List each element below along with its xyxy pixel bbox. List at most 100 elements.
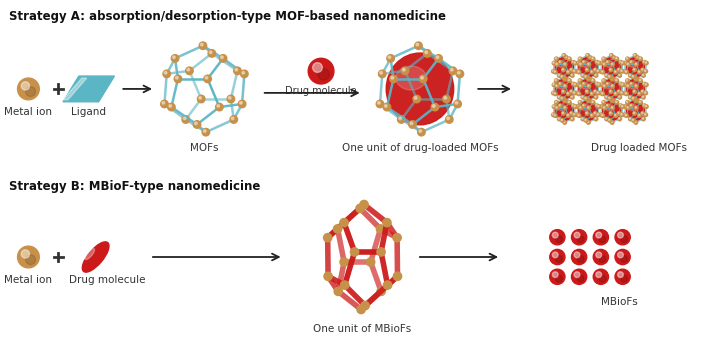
Circle shape [595, 82, 599, 86]
Circle shape [621, 236, 627, 242]
Circle shape [576, 83, 580, 87]
Circle shape [18, 246, 39, 268]
Circle shape [585, 119, 586, 120]
Circle shape [597, 92, 598, 93]
Circle shape [26, 87, 36, 97]
Circle shape [560, 119, 564, 122]
Circle shape [607, 83, 608, 84]
Circle shape [562, 54, 564, 55]
Ellipse shape [629, 61, 637, 67]
Circle shape [608, 75, 612, 79]
Circle shape [634, 76, 635, 77]
Circle shape [612, 56, 614, 57]
Circle shape [574, 62, 575, 63]
Circle shape [600, 114, 601, 115]
Circle shape [383, 103, 391, 111]
Circle shape [619, 96, 620, 97]
Circle shape [644, 105, 648, 108]
Circle shape [583, 83, 584, 84]
Circle shape [174, 75, 182, 83]
Circle shape [567, 114, 570, 117]
Circle shape [242, 71, 244, 74]
Circle shape [414, 42, 422, 49]
Circle shape [570, 96, 574, 99]
Circle shape [577, 84, 578, 85]
Circle shape [612, 56, 616, 59]
Circle shape [197, 95, 205, 103]
Ellipse shape [627, 101, 644, 120]
Circle shape [620, 91, 624, 95]
Circle shape [570, 90, 573, 94]
Circle shape [455, 102, 458, 104]
Circle shape [567, 93, 568, 94]
Circle shape [216, 103, 223, 111]
Circle shape [577, 255, 584, 262]
Circle shape [594, 69, 595, 70]
Circle shape [593, 230, 609, 245]
Circle shape [642, 90, 643, 92]
Circle shape [570, 69, 572, 70]
Circle shape [578, 57, 582, 61]
Circle shape [575, 69, 579, 73]
Circle shape [591, 115, 592, 116]
Circle shape [629, 74, 631, 75]
Circle shape [625, 115, 627, 116]
Circle shape [419, 75, 427, 83]
Circle shape [393, 234, 402, 242]
Circle shape [577, 62, 578, 63]
Circle shape [550, 250, 565, 265]
Circle shape [563, 99, 567, 102]
Circle shape [609, 68, 612, 72]
Ellipse shape [627, 57, 644, 77]
Circle shape [202, 129, 209, 136]
Circle shape [567, 71, 568, 72]
Text: Drug loaded MOFs: Drug loaded MOFs [592, 143, 687, 153]
Circle shape [634, 106, 638, 110]
Text: Ligand: Ligand [71, 107, 106, 117]
Circle shape [360, 200, 368, 209]
Circle shape [598, 62, 599, 63]
Circle shape [609, 75, 613, 79]
Circle shape [564, 63, 565, 65]
Circle shape [595, 96, 598, 99]
Circle shape [573, 61, 577, 65]
Circle shape [199, 97, 201, 99]
Circle shape [582, 82, 586, 86]
Circle shape [619, 105, 621, 106]
Circle shape [313, 63, 323, 72]
Circle shape [389, 75, 397, 83]
Circle shape [580, 63, 581, 65]
Circle shape [579, 84, 582, 88]
Circle shape [580, 107, 581, 108]
Circle shape [603, 107, 604, 108]
Circle shape [590, 114, 594, 117]
Circle shape [626, 57, 629, 61]
Circle shape [567, 57, 571, 61]
Circle shape [585, 97, 588, 100]
Circle shape [614, 92, 617, 96]
Circle shape [602, 80, 604, 81]
Circle shape [563, 106, 567, 110]
Circle shape [597, 114, 598, 115]
Circle shape [562, 97, 565, 101]
Circle shape [615, 79, 619, 82]
Ellipse shape [579, 79, 597, 99]
Circle shape [641, 112, 644, 115]
Circle shape [602, 79, 605, 82]
Circle shape [610, 121, 614, 124]
Circle shape [635, 63, 637, 65]
Circle shape [632, 119, 634, 120]
Circle shape [587, 63, 591, 66]
Text: One unit of drug-loaded MOFs: One unit of drug-loaded MOFs [342, 143, 498, 153]
Circle shape [579, 106, 582, 110]
Circle shape [564, 85, 565, 86]
Circle shape [601, 114, 604, 117]
Circle shape [608, 97, 612, 100]
Circle shape [644, 92, 646, 93]
Circle shape [554, 71, 555, 72]
Circle shape [413, 95, 421, 103]
Circle shape [605, 117, 609, 121]
Circle shape [578, 101, 582, 104]
Circle shape [581, 117, 585, 121]
Circle shape [629, 61, 633, 64]
